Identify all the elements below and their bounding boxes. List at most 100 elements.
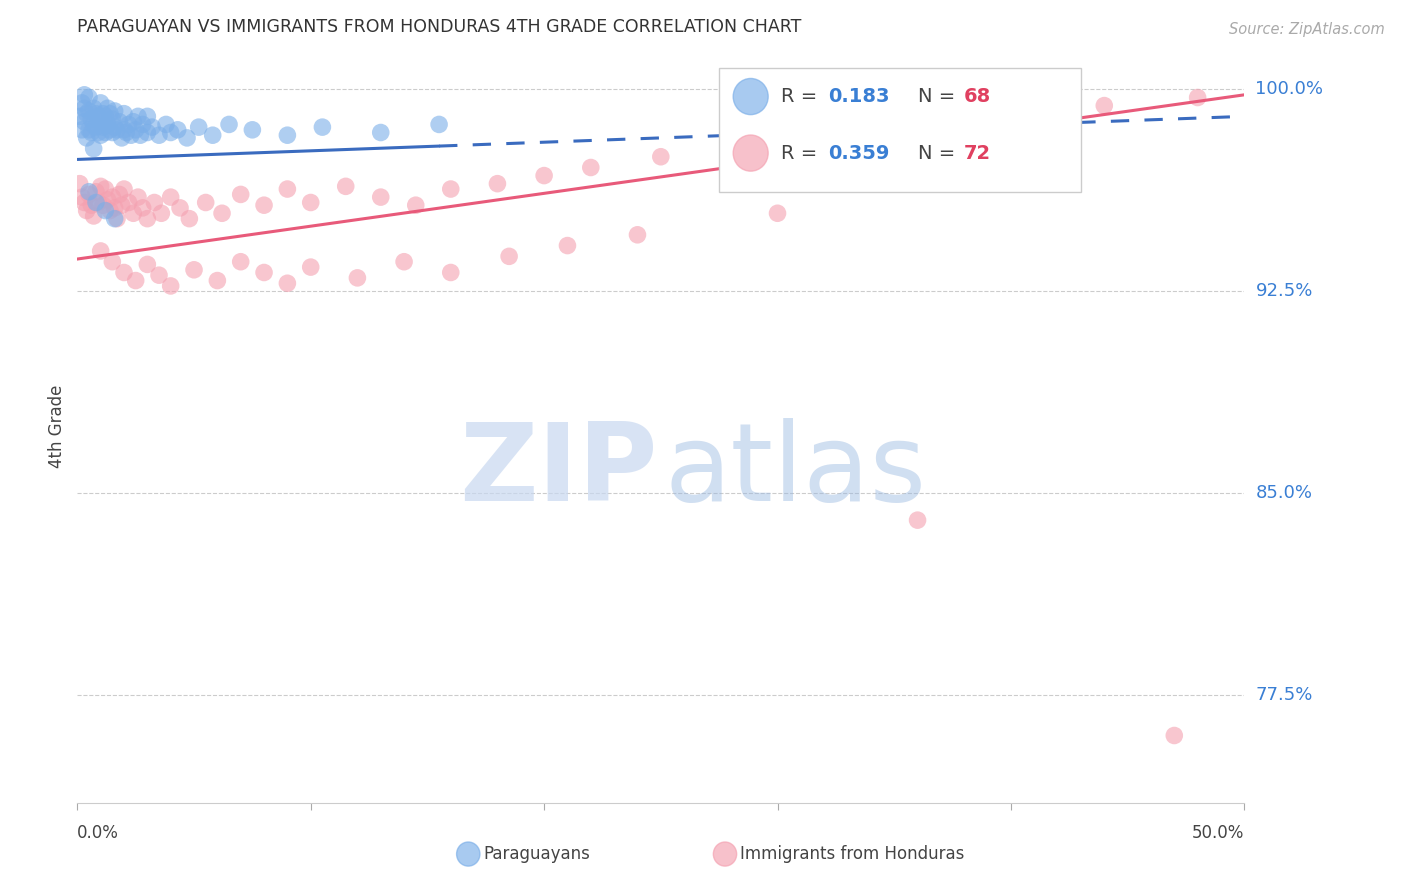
Point bbox=[77, 123, 100, 137]
Text: 68: 68 bbox=[965, 87, 991, 106]
Point bbox=[101, 254, 124, 268]
Point bbox=[557, 238, 579, 252]
Point bbox=[94, 182, 117, 196]
Point bbox=[101, 190, 124, 204]
Point bbox=[1163, 729, 1185, 743]
Point bbox=[183, 262, 205, 277]
Point bbox=[159, 126, 181, 140]
Point bbox=[1000, 106, 1022, 120]
Point bbox=[179, 211, 201, 226]
Point bbox=[131, 201, 153, 215]
Point bbox=[80, 198, 103, 212]
Point bbox=[112, 123, 135, 137]
Point bbox=[77, 103, 100, 118]
Point bbox=[533, 169, 555, 183]
Point bbox=[91, 120, 114, 135]
Point bbox=[159, 190, 181, 204]
Point bbox=[94, 126, 117, 140]
Point bbox=[207, 274, 229, 288]
Point bbox=[90, 244, 112, 258]
Point bbox=[70, 123, 93, 137]
Point bbox=[108, 114, 131, 128]
Text: 50.0%: 50.0% bbox=[1192, 824, 1244, 842]
Point bbox=[76, 131, 98, 145]
Point bbox=[73, 195, 96, 210]
Point bbox=[1092, 98, 1115, 112]
Point bbox=[148, 268, 170, 282]
Text: 72: 72 bbox=[965, 144, 991, 162]
Point bbox=[104, 103, 127, 118]
Point bbox=[194, 195, 217, 210]
Point bbox=[299, 260, 322, 274]
Point bbox=[97, 101, 120, 115]
Text: Paraguayans: Paraguayans bbox=[484, 845, 591, 863]
Ellipse shape bbox=[457, 842, 479, 866]
Text: 100.0%: 100.0% bbox=[1256, 80, 1323, 98]
Point bbox=[70, 95, 93, 110]
Point bbox=[299, 195, 322, 210]
Point bbox=[104, 201, 127, 215]
Point bbox=[346, 271, 368, 285]
Text: Immigrants from Honduras: Immigrants from Honduras bbox=[740, 845, 965, 863]
Point bbox=[650, 150, 672, 164]
Point bbox=[440, 182, 463, 196]
Point bbox=[370, 126, 392, 140]
Point bbox=[73, 101, 96, 115]
Point bbox=[176, 131, 198, 145]
Point bbox=[136, 211, 159, 226]
Point bbox=[104, 120, 127, 135]
Point bbox=[91, 106, 114, 120]
Text: N =: N = bbox=[918, 144, 962, 162]
Point bbox=[87, 109, 110, 123]
Point bbox=[112, 106, 135, 120]
Point bbox=[91, 198, 114, 212]
Point bbox=[131, 117, 153, 131]
Point bbox=[253, 198, 276, 212]
Point bbox=[87, 126, 110, 140]
Point bbox=[80, 126, 103, 140]
Point bbox=[70, 190, 93, 204]
Point bbox=[76, 106, 98, 120]
Point bbox=[486, 177, 509, 191]
Point bbox=[218, 117, 240, 131]
Point bbox=[84, 185, 107, 199]
Point bbox=[276, 128, 298, 143]
Point bbox=[69, 177, 91, 191]
Text: 0.359: 0.359 bbox=[828, 144, 889, 162]
Point bbox=[90, 179, 112, 194]
Point bbox=[883, 117, 905, 131]
Point bbox=[276, 182, 298, 196]
Text: 92.5%: 92.5% bbox=[1256, 283, 1313, 301]
Point bbox=[104, 211, 127, 226]
Point bbox=[120, 128, 142, 143]
Point bbox=[124, 274, 148, 288]
Point bbox=[112, 265, 135, 279]
Point bbox=[253, 265, 276, 279]
Point bbox=[73, 114, 96, 128]
Text: 77.5%: 77.5% bbox=[1256, 686, 1313, 704]
Point bbox=[83, 101, 105, 115]
Point bbox=[127, 109, 149, 123]
Text: ZIP: ZIP bbox=[458, 418, 658, 524]
Point bbox=[169, 201, 191, 215]
Point bbox=[311, 120, 333, 135]
Point bbox=[159, 279, 181, 293]
Point bbox=[129, 128, 152, 143]
Point bbox=[83, 117, 105, 131]
Point bbox=[105, 211, 128, 226]
Point bbox=[392, 254, 415, 268]
Point bbox=[118, 195, 141, 210]
Text: Source: ZipAtlas.com: Source: ZipAtlas.com bbox=[1229, 22, 1385, 37]
Point bbox=[229, 254, 252, 268]
Point bbox=[76, 203, 98, 218]
Point bbox=[143, 195, 166, 210]
Point bbox=[98, 106, 121, 120]
Text: 0.0%: 0.0% bbox=[77, 824, 120, 842]
Point bbox=[97, 193, 120, 207]
Point bbox=[229, 187, 252, 202]
Point bbox=[720, 142, 742, 156]
Point bbox=[166, 123, 188, 137]
Text: R =: R = bbox=[780, 144, 824, 162]
Point bbox=[83, 142, 105, 156]
Point bbox=[579, 161, 602, 175]
